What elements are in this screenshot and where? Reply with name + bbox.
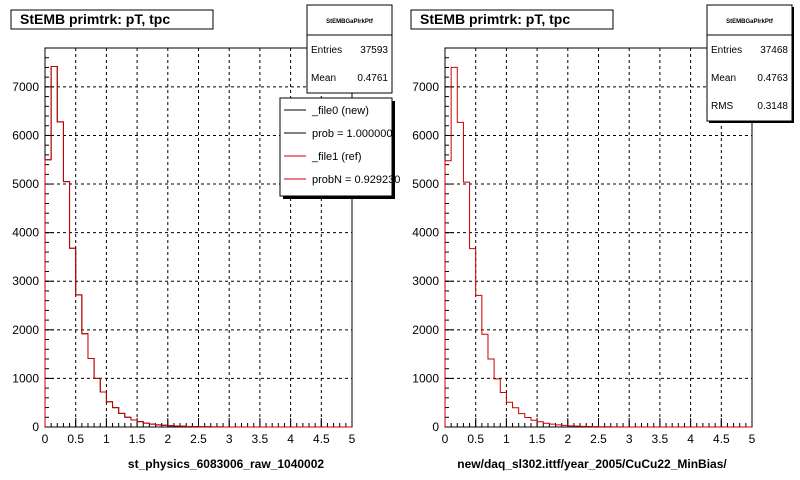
x-tick-label: 3.5 [652,432,669,446]
legend-entry: _file1 (ref) [311,151,362,163]
y-tick-label: 4000 [12,226,39,240]
y-tick-label: 5000 [12,177,39,191]
x-axis-label: st_physics_6083006_raw_1040002 [128,457,324,471]
y-tick-label: 7000 [412,80,439,94]
x-axis-label: new/daq_sl302.ittf/year_2005/CuCu22_MinB… [457,457,727,471]
y-tick-label: 3000 [12,274,39,288]
stats-header: StEMBGaPlrkPtf [326,19,374,25]
plot-frame [444,47,753,428]
chart-title: StEMB primtrk: pT, tpc [420,11,570,27]
stats-rms-label: RMS [711,101,734,112]
y-tick-label: 2000 [412,323,439,337]
x-tick-label: 0.5 [467,432,484,446]
x-tick-label: 2 [564,432,571,446]
title-box [410,9,614,30]
stats-mean-label: Mean [711,73,736,84]
y-tick-label: 1000 [12,371,39,385]
x-tick-label: 4 [687,432,694,446]
x-tick-label: 2 [164,432,171,446]
stats-entries-label: Entries [311,45,342,56]
x-tick-label: 3 [226,432,233,446]
stats-mean-label: Mean [311,73,336,84]
stats-entries-value: 37593 [360,45,388,56]
legend-entry: _file0 (new) [311,105,369,117]
legend-entry: prob = 1.000000 [312,128,392,140]
y-tick-label: 5000 [412,177,439,191]
histogram-panel-2: 0 0.5 1 1.5 2 2.5 3 3.5 4 4.5 5 0 1000 2000 3000 4000 50… [410,4,794,471]
histogram-series-2 [44,65,352,428]
y-tick-label: 6000 [412,128,439,142]
x-tick-label: 5 [749,432,756,446]
y-tick-label: 0 [32,420,39,434]
x-tick-label: 4 [287,432,294,446]
y-tick-label: 6000 [12,128,39,142]
x-tick-label: 5 [349,432,356,446]
stats-mean-value: 0.4761 [357,73,388,84]
y-tick-label: 7000 [12,80,39,94]
legend-box: _file0 (new) prob = 1.000000 _file1 (ref) p… [279,97,400,199]
x-tick-label: 3 [626,432,633,446]
y-tick-label: 4000 [412,226,439,240]
legend-entry: probN = 0.929230 [312,174,400,186]
x-tick-label: 0 [42,432,49,446]
title-box [10,9,214,30]
histogram-series-1 [444,66,752,428]
x-tick-label: 1.5 [129,432,146,446]
x-tick-label: 1 [503,432,510,446]
y-tick-label: 0 [432,420,439,434]
x-tick-label: 1.5 [529,432,546,446]
chart-title: StEMB primtrk: pT, tpc [20,11,170,27]
x-tick-label: 4.5 [313,432,330,446]
y-tick-label: 2000 [12,323,39,337]
stats-header: StEMBGaPlrkPtf [726,19,774,25]
stats-box: StEMBGaPlrkPtf Entries 37468 Mean 0.4763 RMS 0… [706,4,794,123]
histogram-panel-1: 0 0.5 1 1.5 2 2.5 3 3.5 4 4.5 5 0 1000 2000 3000 4000 50… [10,4,400,471]
x-tick-label: 4.5 [713,432,730,446]
stats-rms-value: 0.3148 [757,101,788,112]
y-tick-label: 3000 [412,274,439,288]
stats-box: StEMBGaPlrkPtf Entries 37593 Mean 0.4761 [306,4,393,94]
x-tick-label: 0.5 [67,432,84,446]
stats-entries-value: 37468 [760,45,788,56]
x-tick-label: 1 [103,432,110,446]
stats-mean-value: 0.4763 [757,73,788,84]
x-tick-label: 3.5 [252,432,269,446]
y-tick-label: 1000 [412,371,439,385]
stats-entries-label: Entries [711,45,742,56]
x-tick-label: 2.5 [590,432,607,446]
x-tick-label: 0 [442,432,449,446]
x-tick-label: 2.5 [190,432,207,446]
